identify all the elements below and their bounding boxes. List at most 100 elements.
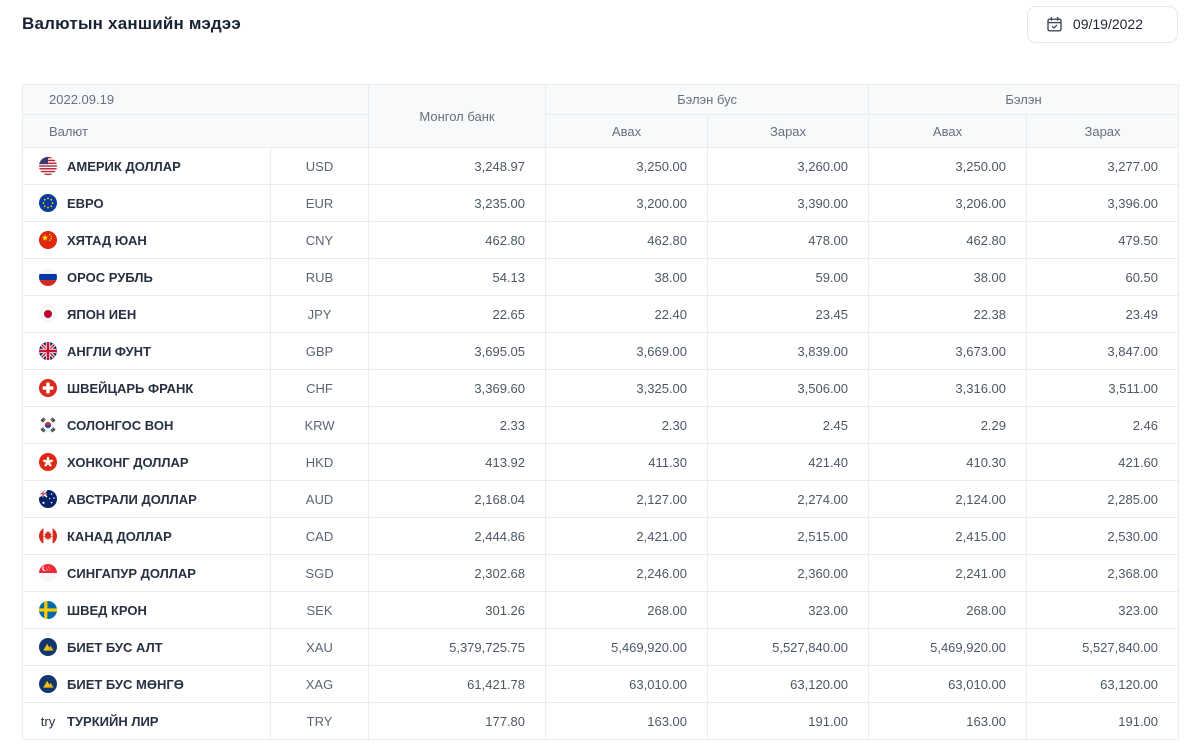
- currency-name: АНГЛИ ФУНТ: [67, 343, 151, 359]
- currency-name: БИЕТ БУС АЛТ: [67, 639, 163, 655]
- non-cash-sell-rate: 5,527,840.00: [707, 628, 870, 666]
- non-cash-buy-rate: 5,469,920.00: [545, 628, 709, 666]
- currency-code: CAD: [269, 517, 370, 555]
- date-picker-value: 09/19/2022: [1072, 16, 1143, 32]
- non-cash-sell-rate: 2.45: [707, 406, 870, 444]
- non-cash-buy-rate: 2,127.00: [545, 480, 709, 518]
- cash-sell-rate: 191.00: [1026, 702, 1180, 740]
- currency-code: RUB: [269, 258, 370, 296]
- cash-sell-rate: 479.50: [1026, 221, 1180, 259]
- cash-sell-rate: 323.00: [1026, 591, 1180, 629]
- non-cash-sell-rate: 191.00: [707, 702, 870, 740]
- currency-code: CNY: [269, 221, 370, 259]
- sweden-flag-icon: [39, 601, 57, 619]
- non-cash-buy-rate: 163.00: [545, 702, 709, 740]
- table-row: КАНАД ДОЛЛАР CAD 2,444.86 2,421.00 2,515…: [22, 517, 1180, 555]
- non-cash-buy-rate: 3,325.00: [545, 369, 709, 407]
- currency-name: БИЕТ БУС МӨНГӨ: [67, 676, 184, 692]
- gold-icon: [39, 638, 57, 656]
- header-cash-group: Бэлэн: [868, 84, 1180, 115]
- calendar-icon: [1046, 16, 1063, 33]
- non-cash-sell-rate: 63,120.00: [707, 665, 870, 703]
- non-cash-sell-rate: 2,274.00: [707, 480, 870, 518]
- currency-name: АМЕРИК ДОЛЛАР: [67, 158, 181, 174]
- japan-flag-icon: [39, 305, 57, 323]
- non-cash-sell-rate: 2,360.00: [707, 554, 870, 592]
- canada-flag-icon: [39, 527, 57, 545]
- exchange-rates-table-container: 2022.09.19 Монгол банк Бэлэн бус Бэлэн В…: [21, 84, 1180, 740]
- currency-name: ХЯТАД ЮАН: [67, 232, 147, 248]
- mongol-bank-rate: 2,302.68: [368, 554, 547, 592]
- mongol-bank-rate: 301.26: [368, 591, 547, 629]
- currency-code: AUD: [269, 480, 370, 518]
- currency-name: ТУРКИЙН ЛИР: [67, 713, 159, 729]
- table-row: БИЕТ БУС МӨНГӨ XAG 61,421.78 63,010.00 6…: [22, 665, 1180, 703]
- mongol-bank-rate: 2.33: [368, 406, 547, 444]
- non-cash-buy-rate: 38.00: [545, 258, 709, 296]
- non-cash-buy-rate: 268.00: [545, 591, 709, 629]
- non-cash-buy-rate: 2,246.00: [545, 554, 709, 592]
- cash-sell-rate: 2,285.00: [1026, 480, 1180, 518]
- header-currency: Валют: [21, 114, 370, 148]
- mongol-bank-rate: 61,421.78: [368, 665, 547, 703]
- mongol-bank-rate: 54.13: [368, 258, 547, 296]
- non-cash-sell-rate: 323.00: [707, 591, 870, 629]
- date-picker-button[interactable]: 09/19/2022: [1026, 5, 1178, 43]
- non-cash-sell-rate: 23.45: [707, 295, 870, 333]
- currency-name: ЕВРО: [67, 195, 104, 211]
- table-row: АВСТРАЛИ ДОЛЛАР AUD 2,168.04 2,127.00 2,…: [22, 480, 1180, 518]
- swiss-flag-icon: [39, 379, 57, 397]
- cash-buy-rate: 3,673.00: [868, 332, 1028, 370]
- non-cash-buy-rate: 411.30: [545, 443, 709, 481]
- exchange-rates-table: 2022.09.19 Монгол банк Бэлэн бус Бэлэн В…: [21, 84, 1180, 740]
- mongol-bank-rate: 413.92: [368, 443, 547, 481]
- non-cash-sell-rate: 3,260.00: [707, 147, 870, 185]
- currency-name: ШВЕД КРОН: [67, 602, 147, 618]
- header-date: 2022.09.19: [21, 84, 370, 115]
- currency-name: ХОНКОНГ ДОЛЛАР: [67, 454, 189, 470]
- cash-buy-rate: 38.00: [868, 258, 1028, 296]
- table-row: ЯПОН ИЕН JPY 22.65 22.40 23.45 22.38 23.…: [22, 295, 1180, 333]
- cash-buy-rate: 3,316.00: [868, 369, 1028, 407]
- non-cash-sell-rate: 478.00: [707, 221, 870, 259]
- currency-name: ШВЕЙЦАРЬ ФРАНК: [67, 380, 194, 396]
- currency-code: SGD: [269, 554, 370, 592]
- non-cash-buy-rate: 462.80: [545, 221, 709, 259]
- table-row: СИНГАПУР ДОЛЛАР SGD 2,302.68 2,246.00 2,…: [22, 554, 1180, 592]
- currency-code: HKD: [269, 443, 370, 481]
- mongol-bank-rate: 2,444.86: [368, 517, 547, 555]
- cash-buy-rate: 462.80: [868, 221, 1028, 259]
- header-cash-buy: Авах: [868, 114, 1028, 148]
- currency-code: GBP: [269, 332, 370, 370]
- non-cash-buy-rate: 2.30: [545, 406, 709, 444]
- cash-buy-rate: 2.29: [868, 406, 1028, 444]
- missing-flag-text: try: [40, 713, 56, 729]
- cash-sell-rate: 23.49: [1026, 295, 1180, 333]
- currency-code: CHF: [269, 369, 370, 407]
- non-cash-buy-rate: 63,010.00: [545, 665, 709, 703]
- mongol-bank-rate: 3,235.00: [368, 184, 547, 222]
- non-cash-sell-rate: 59.00: [707, 258, 870, 296]
- currency-code: KRW: [269, 406, 370, 444]
- cash-sell-rate: 2,368.00: [1026, 554, 1180, 592]
- mongol-bank-rate: 3,695.05: [368, 332, 547, 370]
- header-mongol-bank: Монгол банк: [368, 84, 547, 148]
- header-non-cash-sell: Зарах: [707, 114, 870, 148]
- cash-sell-rate: 2.46: [1026, 406, 1180, 444]
- non-cash-buy-rate: 22.40: [545, 295, 709, 333]
- currency-code: JPY: [269, 295, 370, 333]
- cash-sell-rate: 421.60: [1026, 443, 1180, 481]
- cash-buy-rate: 5,469,920.00: [868, 628, 1028, 666]
- cash-sell-rate: 3,396.00: [1026, 184, 1180, 222]
- mongol-bank-rate: 2,168.04: [368, 480, 547, 518]
- cash-buy-rate: 63,010.00: [868, 665, 1028, 703]
- table-row: ШВЕД КРОН SEK 301.26 268.00 323.00 268.0…: [22, 591, 1180, 629]
- non-cash-sell-rate: 3,506.00: [707, 369, 870, 407]
- cash-sell-rate: 3,511.00: [1026, 369, 1180, 407]
- table-row: СОЛОНГОС ВОН KRW 2.33 2.30 2.45 2.29 2.4…: [22, 406, 1180, 444]
- topbar: Валютын ханшийн мэдээ 09/19/2022: [0, 0, 1200, 44]
- currency-code: XAU: [269, 628, 370, 666]
- rates-tbody: АМЕРИК ДОЛЛАР USD 3,248.97 3,250.00 3,26…: [22, 147, 1180, 740]
- mongol-bank-rate: 462.80: [368, 221, 547, 259]
- mongol-bank-rate: 3,369.60: [368, 369, 547, 407]
